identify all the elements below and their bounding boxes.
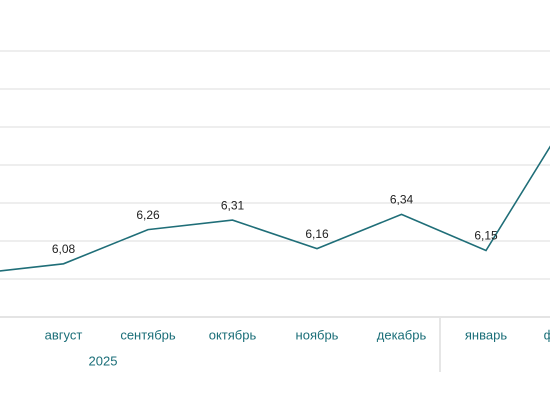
x-tick-label: ноябрь bbox=[296, 327, 339, 342]
x-tick-label: январь bbox=[465, 327, 507, 342]
value-label: 6,31 bbox=[221, 198, 245, 212]
x-tick-label: декабрь bbox=[377, 327, 427, 342]
year-label: 2025 bbox=[89, 353, 118, 368]
x-tick-label: февраль bbox=[544, 327, 550, 342]
line bbox=[0, 145, 550, 272]
x-tick-label: сентябрь bbox=[120, 327, 176, 342]
value-label: 6,15 bbox=[474, 229, 498, 243]
value-label: 6,34 bbox=[390, 193, 414, 207]
value-label: 6,08 bbox=[52, 242, 76, 256]
x-tick-label: октябрь bbox=[209, 327, 257, 342]
x-tick-label: август bbox=[45, 327, 83, 342]
value-label: 6,26 bbox=[136, 208, 160, 222]
value-label: 6,16 bbox=[305, 227, 329, 241]
